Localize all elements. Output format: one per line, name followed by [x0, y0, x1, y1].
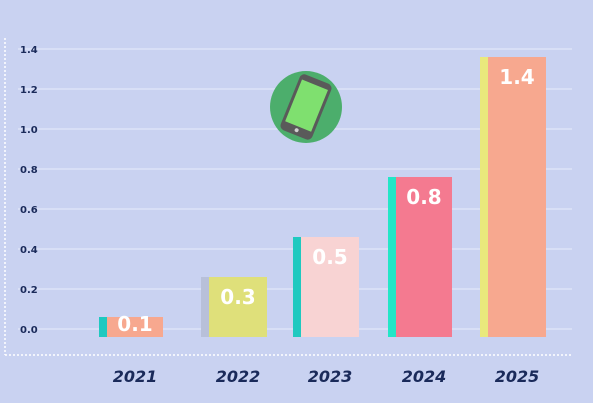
y-tick-label: 0.6	[20, 205, 38, 216]
y-tick-label: 0.2	[20, 285, 38, 296]
data-label: 0.1	[117, 312, 152, 336]
category-label: 2025	[495, 367, 540, 386]
bar	[301, 237, 359, 337]
bar-accent	[293, 237, 301, 337]
bar	[107, 317, 163, 337]
bar	[396, 177, 452, 337]
category-label: 2024	[402, 367, 447, 386]
data-label: 0.5	[312, 245, 347, 269]
y-tick-label: 0.0	[20, 325, 38, 336]
bars: 0.1 0.3 0.5 0.8 1.4	[99, 57, 546, 337]
bar-accent	[388, 177, 396, 337]
y-tick-label: 0.4	[20, 245, 38, 256]
category-label: 2021	[113, 367, 158, 386]
y-tick-label: 1.0	[20, 125, 38, 136]
y-tick-label: 1.2	[20, 85, 38, 96]
bar-accent	[99, 317, 107, 337]
category-labels: 2021 2022 2023 2024 2025	[113, 367, 540, 386]
smartphone-icon	[270, 71, 342, 143]
y-tick-label: 1.4	[20, 45, 38, 56]
bar-accent	[480, 57, 488, 337]
data-label: 1.4	[499, 65, 534, 89]
category-label: 2022	[216, 367, 261, 386]
bar	[488, 57, 546, 337]
category-label: 2023	[308, 367, 353, 386]
data-label: 0.3	[220, 285, 255, 309]
y-tick-labels: 0.0 0.2 0.4 0.6 0.8 1.0 1.2 1.4	[20, 45, 38, 336]
y-tick-label: 0.8	[20, 165, 38, 176]
bar-accent	[201, 277, 209, 337]
data-label: 0.8	[406, 185, 441, 209]
bar	[209, 277, 267, 337]
